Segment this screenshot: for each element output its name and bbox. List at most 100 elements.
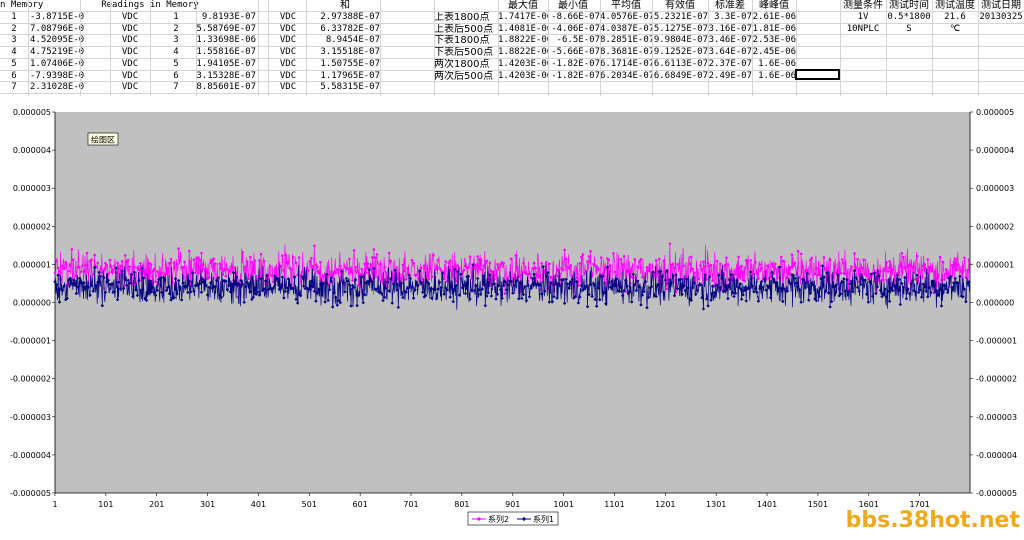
cell-v2[interactable]: 3.15328E-07 <box>196 70 256 81</box>
cell-v1[interactable]: 4.75219E-07 <box>30 47 85 58</box>
cell-v1[interactable]: -3.8715E-07 <box>30 12 85 22</box>
cell-n[interactable]: 7 <box>11 82 17 93</box>
cond-time[interactable]: 0.5*1800 <box>887 12 931 22</box>
stat-rms[interactable]: 6.6849E-07 <box>653 70 708 81</box>
stat-label[interactable]: 上表后500点 <box>434 23 494 35</box>
cell-v2[interactable]: 1.94105E-07 <box>196 58 256 69</box>
cond-date[interactable]: 20130325 <box>979 12 1023 22</box>
plot-area-tag[interactable]: 绘图区 <box>87 132 119 146</box>
header-pp[interactable]: 峰峰值 <box>759 0 789 11</box>
stat-label[interactable]: 下表1800点 <box>434 35 490 47</box>
stat-min[interactable]: -1.82E-07 <box>551 58 600 69</box>
cell-i[interactable]: 4 <box>173 47 179 58</box>
header-rms[interactable]: 有效值 <box>665 0 695 11</box>
stat-min[interactable]: -5.66E-07 <box>551 47 600 58</box>
cell-v1[interactable]: 4.52095E-07 <box>30 35 85 46</box>
cell-i[interactable]: 2 <box>173 23 179 34</box>
cell-s[interactable]: 3.15518E-07 <box>320 47 380 58</box>
cell-v2[interactable]: 1.33698E-06 <box>196 35 256 46</box>
cond-temp2[interactable]: ℃ <box>949 23 961 34</box>
stat-pp[interactable]: 1.81E-06 <box>752 23 796 34</box>
cell-u2[interactable]: VDC <box>279 35 297 46</box>
cell-v2[interactable]: 9.8193E-07 <box>201 12 256 22</box>
cell-i[interactable]: 7 <box>173 82 179 93</box>
cell-u2[interactable]: VDC <box>279 23 297 34</box>
cell-v2[interactable]: 5.58769E-07 <box>196 23 256 34</box>
stat-max[interactable]: 1.7417E-06 <box>498 12 548 22</box>
stat-label[interactable]: 上表1800点 <box>434 12 490 23</box>
header-min[interactable]: 最小值 <box>558 0 588 11</box>
cell-n[interactable]: 1 <box>11 12 17 22</box>
legend[interactable]: 系列2 系列1 <box>467 511 559 526</box>
stat-max[interactable]: 1.8822E-06 <box>498 47 548 58</box>
cell-u1[interactable]: VDC <box>121 35 139 46</box>
cell-s[interactable]: 2.97388E-07 <box>320 12 380 22</box>
header-memory[interactable]: n Memory <box>0 0 44 10</box>
stat-std[interactable]: 3.46E-07 <box>708 35 752 46</box>
stat-avg[interactable]: 4.0387E-07 <box>600 23 652 34</box>
stat-label[interactable]: 两次1800点 <box>434 58 490 70</box>
stat-pp[interactable]: 2.61E-06 <box>752 12 796 22</box>
cell-u1[interactable]: VDC <box>121 47 139 58</box>
spreadsheet-grid[interactable]: n Memory Readings in Memory 和 最大值 最小值 平均… <box>0 0 1024 106</box>
stat-avg[interactable]: 8.2851E-07 <box>600 35 652 46</box>
stat-avg[interactable]: 6.2034E-07 <box>600 70 652 81</box>
cell-n[interactable]: 5 <box>11 58 17 69</box>
stat-label[interactable]: 下表后500点 <box>434 47 494 59</box>
cell-s[interactable]: 5.58315E-07 <box>320 82 380 93</box>
stat-pp[interactable]: 1.6E-06 <box>758 70 796 81</box>
header-cond[interactable]: 测量条件 <box>843 0 883 11</box>
cell-s[interactable]: 8.9454E-07 <box>325 35 380 46</box>
cell-i[interactable]: 3 <box>173 35 179 46</box>
cell-v1[interactable]: 1.07406E-07 <box>30 58 85 69</box>
cell-u2[interactable]: VDC <box>279 58 297 69</box>
stat-min[interactable]: -1.82E-07 <box>551 70 600 81</box>
cond-temp[interactable]: 21.6 <box>944 12 966 22</box>
stat-max[interactable]: 1.4203E-06 <box>498 70 548 81</box>
cell-n[interactable]: 3 <box>11 35 17 46</box>
stat-pp[interactable]: 1.6E-06 <box>758 58 796 69</box>
cell-u1[interactable]: VDC <box>121 82 139 93</box>
cell-u1[interactable]: VDC <box>121 12 139 22</box>
stat-pp[interactable]: 2.53E-06 <box>752 35 796 46</box>
chart-area[interactable]: 0.000005 0.000004 0.000003 0.000002 0.000001… <box>0 96 1024 537</box>
stat-min[interactable]: -4.06E-07 <box>551 23 600 34</box>
cell-v1[interactable]: 7.08796E-07 <box>30 23 85 34</box>
cell-v2[interactable]: 1.55816E-07 <box>196 47 256 58</box>
cell-n[interactable]: 2 <box>11 23 17 34</box>
stat-max[interactable]: 1.4203E-06 <box>498 58 548 69</box>
stat-max[interactable]: 1.4081E-06 <box>498 23 548 34</box>
cell-u1[interactable]: VDC <box>121 58 139 69</box>
cell-i[interactable]: 6 <box>173 70 179 81</box>
selected-cell[interactable] <box>795 69 840 80</box>
cell-v2[interactable]: 8.85601E-07 <box>196 82 256 93</box>
stat-label[interactable]: 两次后500点 <box>434 70 494 82</box>
header-readings[interactable]: Readings in Memory <box>101 0 199 10</box>
stat-std[interactable]: 2.37E-07 <box>708 58 752 69</box>
header-avg[interactable]: 平均值 <box>611 0 641 11</box>
cell-s[interactable]: 1.50755E-07 <box>320 58 380 69</box>
stat-rms[interactable]: 6.6113E-07 <box>653 58 708 69</box>
header-std[interactable]: 标准差 <box>715 0 745 11</box>
header-temp[interactable]: 测试温度 <box>935 0 975 11</box>
stat-avg[interactable]: 8.3681E-07 <box>600 47 652 58</box>
cell-i[interactable]: 1 <box>173 12 179 22</box>
stat-std[interactable]: 3.64E-07 <box>708 47 752 58</box>
cell-u2[interactable]: VDC <box>279 12 297 22</box>
cell-s[interactable]: 1.17965E-07 <box>320 70 380 81</box>
cell-s[interactable]: 6.33782E-07 <box>320 23 380 34</box>
stat-rms[interactable]: 5.2321E-07 <box>653 12 708 22</box>
header-max[interactable]: 最大值 <box>508 0 538 11</box>
stat-rms[interactable]: 5.1275E-07 <box>653 23 708 34</box>
line-chart[interactable]: 0.000005 0.000004 0.000003 0.000002 0.000001… <box>0 96 1024 537</box>
cell-u2[interactable]: VDC <box>279 47 297 58</box>
cond-cond[interactable]: 1V <box>857 12 869 22</box>
cell-v1[interactable]: 2.31028E-07 <box>30 82 85 93</box>
stat-min[interactable]: -6.5E-07 <box>556 35 600 46</box>
stat-rms[interactable]: 9.9804E-07 <box>653 35 708 46</box>
cell-u1[interactable]: VDC <box>121 23 139 34</box>
header-sum[interactable]: 和 <box>340 0 350 11</box>
cell-u1[interactable]: VDC <box>121 70 139 81</box>
cell-u2[interactable]: VDC <box>279 82 297 93</box>
stat-avg[interactable]: 6.1714E-07 <box>600 58 652 69</box>
